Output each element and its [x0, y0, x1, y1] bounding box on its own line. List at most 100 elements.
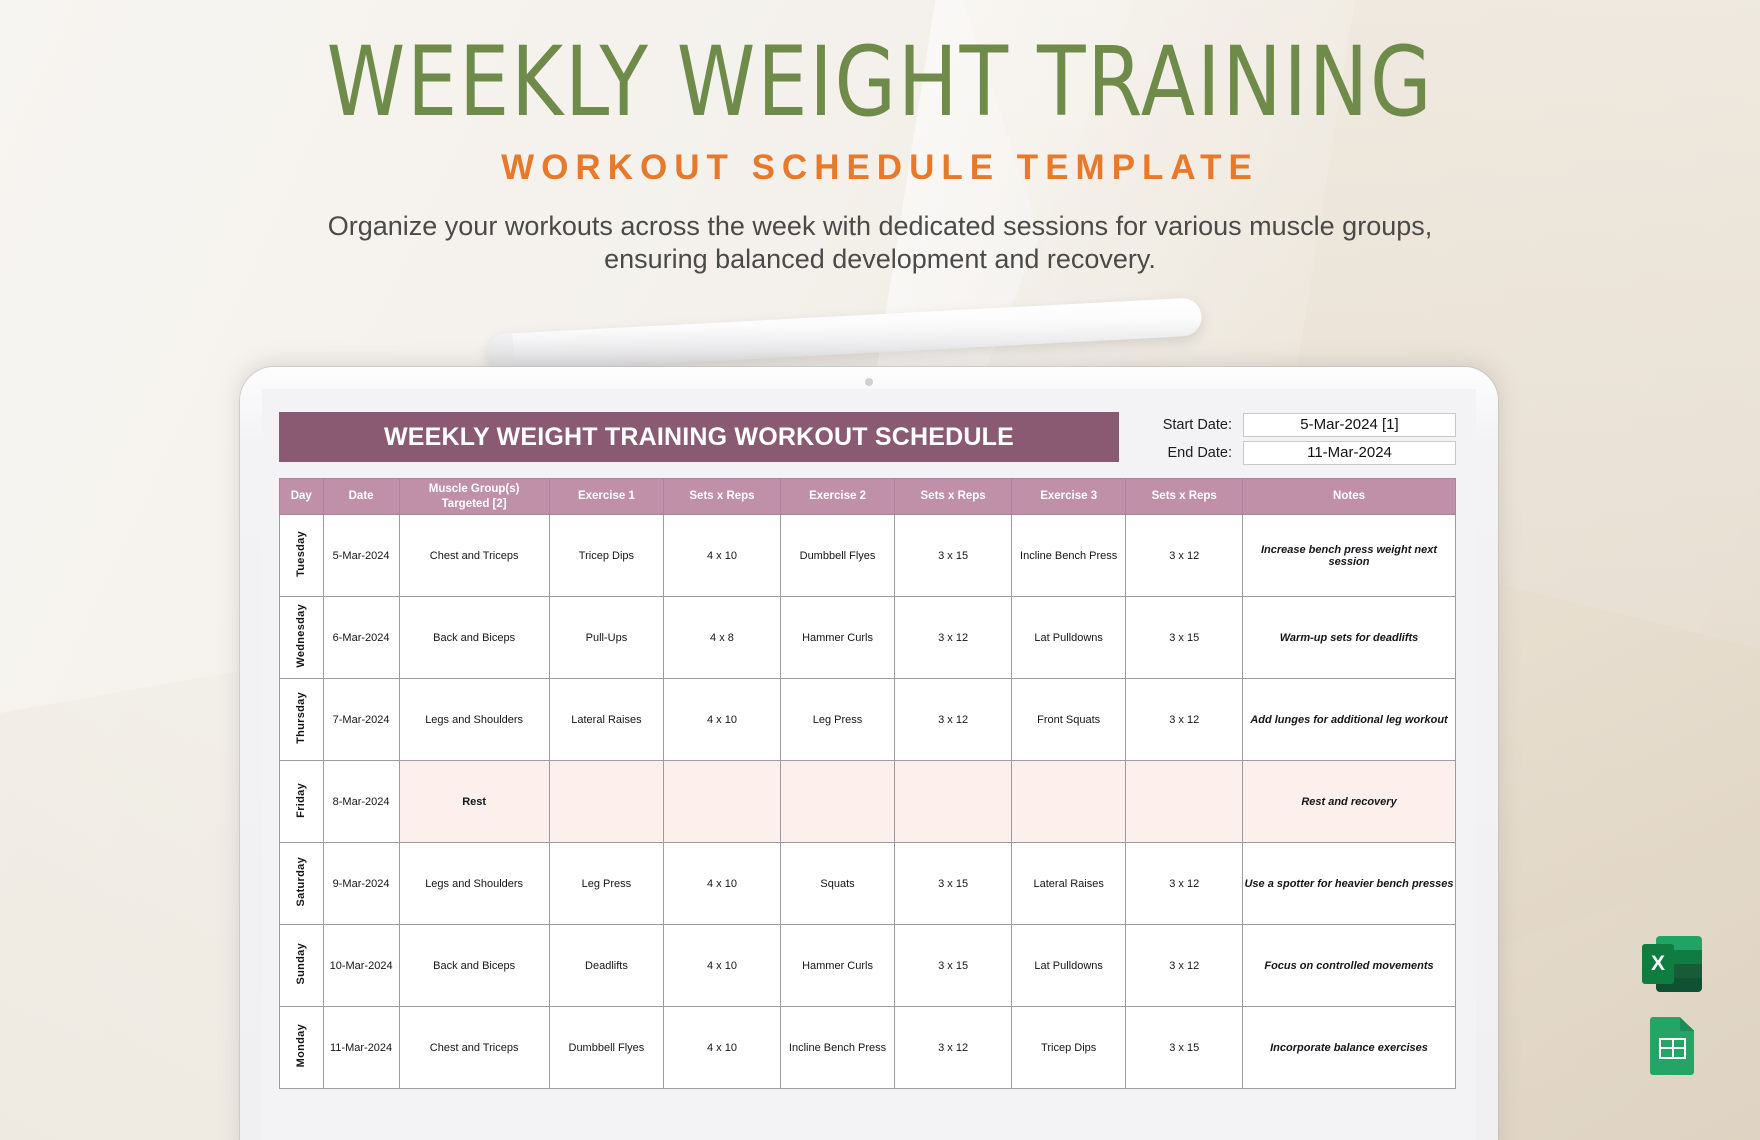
cell-day[interactable]: Friday — [279, 760, 324, 843]
day-label: Saturday — [295, 857, 308, 907]
cell-exercise-2[interactable]: Squats — [779, 842, 896, 925]
cell-exercise-1[interactable]: Leg Press — [548, 842, 665, 925]
cell-date[interactable]: 9-Mar-2024 — [322, 842, 400, 925]
cell-date[interactable]: 8-Mar-2024 — [322, 760, 400, 843]
cell-sets-1[interactable]: 4 x 10 — [663, 678, 781, 761]
col-header-sets-3[interactable]: Sets x Reps — [1125, 478, 1244, 515]
day-label: Thursday — [295, 692, 308, 744]
col-header-muscle-group[interactable]: Muscle Group(s) Targeted [2] — [398, 478, 550, 515]
day-label: Wednesday — [295, 604, 308, 668]
cell-sets-3[interactable]: 3 x 12 — [1125, 924, 1244, 1007]
col-header-date[interactable]: Date — [322, 478, 400, 515]
col-header-exercise-2[interactable]: Exercise 2 — [779, 478, 896, 515]
cell-notes[interactable]: Use a spotter for heavier bench presses — [1242, 842, 1456, 925]
start-date-label: Start Date: — [1162, 416, 1232, 433]
table-row: Thursday 7-Mar-2024 Legs and Shoulders Late… — [279, 678, 1456, 761]
cell-sets-2[interactable]: 3 x 12 — [894, 596, 1012, 679]
cell-sets-1[interactable]: 4 x 8 — [663, 596, 781, 679]
cell-exercise-2[interactable] — [779, 760, 896, 843]
cell-exercise-3[interactable] — [1010, 760, 1127, 843]
col-header-exercise-1[interactable]: Exercise 1 — [548, 478, 665, 515]
col-header-notes[interactable]: Notes — [1242, 478, 1456, 515]
cell-sets-2[interactable]: 3 x 12 — [894, 1006, 1012, 1089]
cell-sets-2[interactable]: 3 x 15 — [894, 514, 1012, 597]
cell-sets-3[interactable]: 3 x 15 — [1125, 1006, 1244, 1089]
cell-exercise-1[interactable]: Lateral Raises — [548, 678, 665, 761]
cell-day[interactable]: Tuesday — [279, 514, 324, 597]
cell-exercise-1[interactable] — [548, 760, 665, 843]
cell-day[interactable]: Thursday — [279, 678, 324, 761]
google-sheets-icon-grid — [1659, 1038, 1686, 1059]
cell-notes[interactable]: Focus on controlled movements — [1242, 924, 1456, 1007]
cell-sets-3[interactable] — [1125, 760, 1244, 843]
cell-sets-1[interactable]: 4 x 10 — [663, 924, 781, 1007]
sheet-title: WEEKLY WEIGHT TRAINING WORKOUT SCHEDULE — [279, 412, 1119, 462]
cell-exercise-1[interactable]: Pull-Ups — [548, 596, 665, 679]
sheet-top-strip: WEEKLY WEIGHT TRAINING WORKOUT SCHEDULE … — [279, 412, 1459, 465]
cell-exercise-3[interactable]: Tricep Dips — [1010, 1006, 1127, 1089]
col-header-day[interactable]: Day — [279, 478, 324, 515]
cell-date[interactable]: 6-Mar-2024 — [322, 596, 400, 679]
page-title: WEEKLY WEIGHT TRAINING — [326, 26, 1434, 138]
cell-notes[interactable]: Increase bench press weight next session — [1242, 514, 1456, 597]
cell-exercise-2[interactable]: Hammer Curls — [779, 924, 896, 1007]
cell-day[interactable]: Monday — [279, 1006, 324, 1089]
cell-sets-2[interactable]: 3 x 12 — [894, 678, 1012, 761]
cell-exercise-2[interactable]: Leg Press — [779, 678, 896, 761]
end-date-field[interactable]: 11-Mar-2024 — [1243, 440, 1456, 465]
cell-date[interactable]: 11-Mar-2024 — [322, 1006, 400, 1089]
cell-muscle[interactable]: Legs and Shoulders — [398, 678, 550, 761]
cell-sets-3[interactable]: 3 x 12 — [1125, 514, 1244, 597]
cell-notes[interactable]: Rest and recovery — [1242, 760, 1456, 843]
cell-notes[interactable]: Add lunges for additional leg workout — [1242, 678, 1456, 761]
google-sheets-icon[interactable] — [1642, 1016, 1702, 1076]
cell-sets-2[interactable]: 3 x 15 — [894, 924, 1012, 1007]
end-date-label: End Date: — [1167, 444, 1233, 461]
col-header-exercise-3[interactable]: Exercise 3 — [1010, 478, 1127, 515]
cell-notes[interactable]: Warm-up sets for deadlifts — [1242, 596, 1456, 679]
cell-exercise-3[interactable]: Lat Pulldowns — [1010, 596, 1127, 679]
cell-exercise-2[interactable]: Incline Bench Press — [779, 1006, 896, 1089]
cell-sets-2[interactable] — [894, 760, 1012, 843]
cell-muscle[interactable]: Back and Biceps — [398, 924, 550, 1007]
cell-exercise-1[interactable]: Tricep Dips — [548, 514, 665, 597]
cell-sets-3[interactable]: 3 x 15 — [1125, 596, 1244, 679]
cell-day[interactable]: Sunday — [279, 924, 324, 1007]
cell-sets-1[interactable] — [663, 760, 781, 843]
col-header-sets-1[interactable]: Sets x Reps — [663, 478, 781, 515]
cell-sets-1[interactable]: 4 x 10 — [663, 842, 781, 925]
cell-date[interactable]: 10-Mar-2024 — [322, 924, 400, 1007]
cell-muscle[interactable]: Legs and Shoulders — [398, 842, 550, 925]
day-label: Sunday — [295, 943, 308, 985]
cell-exercise-3[interactable]: Lat Pulldowns — [1010, 924, 1127, 1007]
tablet-device: WEEKLY WEIGHT TRAINING WORKOUT SCHEDULE … — [240, 367, 1498, 1140]
workout-schedule-table: Day Date Muscle Group(s) Targeted [2] Ex… — [279, 478, 1456, 1089]
cell-sets-2[interactable]: 3 x 15 — [894, 842, 1012, 925]
cell-day[interactable]: Wednesday — [279, 596, 324, 679]
cell-exercise-1[interactable]: Deadlifts — [548, 924, 665, 1007]
cell-exercise-3[interactable]: Lateral Raises — [1010, 842, 1127, 925]
cell-exercise-3[interactable]: Incline Bench Press — [1010, 514, 1127, 597]
col-header-sets-2[interactable]: Sets x Reps — [894, 478, 1012, 515]
cell-sets-3[interactable]: 3 x 12 — [1125, 678, 1244, 761]
cell-day[interactable]: Saturday — [279, 842, 324, 925]
cell-muscle[interactable]: Chest and Triceps — [398, 514, 550, 597]
cell-date[interactable]: 7-Mar-2024 — [322, 678, 400, 761]
cell-sets-1[interactable]: 4 x 10 — [663, 514, 781, 597]
cell-notes[interactable]: Incorporate balance exercises — [1242, 1006, 1456, 1089]
cell-exercise-2[interactable]: Hammer Curls — [779, 596, 896, 679]
cell-date[interactable]: 5-Mar-2024 — [322, 514, 400, 597]
cell-exercise-1[interactable]: Dumbbell Flyes — [548, 1006, 665, 1089]
cell-muscle[interactable]: Chest and Triceps — [398, 1006, 550, 1089]
start-date-field[interactable]: 5-Mar-2024 [1] — [1243, 412, 1456, 437]
cell-sets-1[interactable]: 4 x 10 — [663, 1006, 781, 1089]
cell-exercise-2[interactable]: Dumbbell Flyes — [779, 514, 896, 597]
excel-icon[interactable]: X — [1642, 934, 1702, 994]
cell-sets-3[interactable]: 3 x 12 — [1125, 842, 1244, 925]
poster-header: WEEKLY WEIGHT TRAINING WORKOUT SCHEDULE … — [0, 26, 1760, 277]
cell-exercise-3[interactable]: Front Squats — [1010, 678, 1127, 761]
cell-muscle[interactable]: Rest — [398, 760, 550, 843]
cell-muscle[interactable]: Back and Biceps — [398, 596, 550, 679]
date-range-block: Start Date: 5-Mar-2024 [1] End Date: 11-… — [1138, 412, 1456, 465]
